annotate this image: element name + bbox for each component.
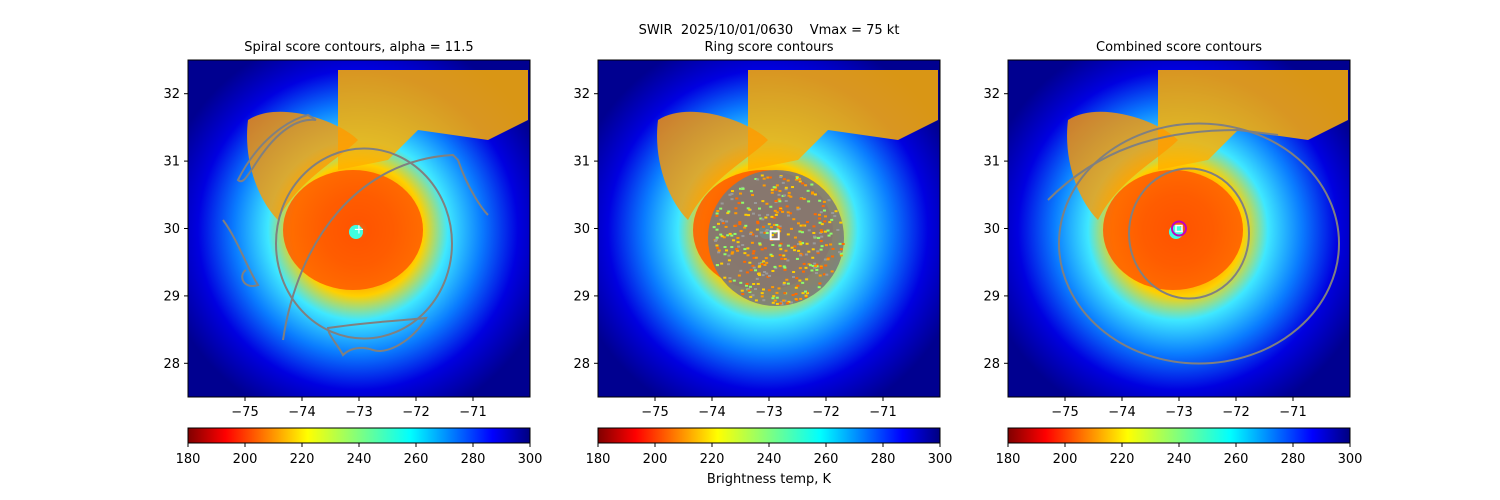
y-tick-label: 30 — [163, 222, 180, 237]
center-marker: + — [354, 223, 365, 238]
y-tick-label: 28 — [983, 357, 1000, 372]
y-tick-label: 29 — [573, 289, 590, 304]
colorbar-tick-label: 200 — [1053, 452, 1078, 467]
colorbar-tick-label: 200 — [643, 452, 668, 467]
colorbar-tick-label: 240 — [757, 452, 782, 467]
y-tick-label: 30 — [983, 222, 1000, 237]
ring-score-speckle — [708, 170, 845, 306]
colorbar-tick-label: 180 — [176, 452, 201, 467]
y-tick-label: 32 — [573, 87, 590, 102]
colorbar-tick-label: 300 — [518, 452, 543, 467]
x-tick-label: −74 — [698, 405, 725, 420]
colorbar-ring: 180 200 220 240 260 280 300 — [598, 428, 940, 443]
colorbar-tick-label: 180 — [996, 452, 1021, 467]
y-tick-label: 31 — [983, 155, 1000, 170]
x-tick-label: −71 — [1279, 405, 1306, 420]
y-tick-label: 31 — [573, 155, 590, 170]
colorbar-svg: 180 200 220 240 260 280 300 — [1008, 428, 1350, 465]
colorbar-tick-label: 260 — [814, 452, 839, 467]
x-tick-label: −75 — [641, 405, 668, 420]
colorbar-tick-label: 240 — [347, 452, 372, 467]
colorbar-svg: 180 200 220 240 260 280 300 — [188, 428, 530, 465]
x-tick-label: −74 — [288, 405, 315, 420]
colorbar-tick-label: 280 — [461, 452, 486, 467]
colorbar-tick-label: 300 — [928, 452, 953, 467]
colorbar-tick-label: 240 — [1167, 452, 1192, 467]
colorbar-svg: 180 200 220 240 260 280 300 — [598, 428, 940, 465]
colorbar-combined: 180 200 220 240 260 280 300 — [1008, 428, 1350, 443]
x-tick-label: −72 — [402, 405, 429, 420]
colorbar-gradient — [1008, 428, 1350, 443]
panel-title-combined: Combined score contours — [1008, 40, 1350, 55]
colorbar-tick-label: 180 — [586, 452, 611, 467]
panel-svg: −75 −74 −73 −72 −71 28 29 30 31 32 — [558, 60, 940, 427]
x-tick-label: −73 — [345, 405, 372, 420]
y-tick-label: 28 — [573, 357, 590, 372]
figure-title: SWIR 2025/10/01/0630 Vmax = 75 kt — [0, 23, 1500, 38]
colorbar-spiral: 180 200 220 240 260 280 300 — [188, 428, 530, 443]
x-tick-label: −71 — [869, 405, 896, 420]
panel-title-ring: Ring score contours — [598, 40, 940, 55]
combined-panel: −75 −74 −73 −72 −71 28 29 30 31 32 — [1008, 60, 1350, 397]
panel-svg: −75 −74 −73 −72 −71 28 29 30 31 32 + — [148, 60, 530, 427]
x-tick-label: −74 — [1108, 405, 1135, 420]
y-tick-label: 28 — [163, 357, 180, 372]
x-tick-label: −73 — [1165, 405, 1192, 420]
colorbar-tick-label: 300 — [1338, 452, 1363, 467]
x-tick-label: −72 — [812, 405, 839, 420]
panel-svg: −75 −74 −73 −72 −71 28 29 30 31 32 — [968, 60, 1350, 427]
y-tick-label: 32 — [163, 87, 180, 102]
colorbar-label: Brightness temp, K — [598, 472, 940, 487]
spiral-panel: −75 −74 −73 −72 −71 28 29 30 31 32 + — [188, 60, 530, 397]
x-tick-label: −75 — [231, 405, 258, 420]
colorbar-tick-label: 280 — [1281, 452, 1306, 467]
y-tick-label: 29 — [163, 289, 180, 304]
panel-title-spiral: Spiral score contours, alpha = 11.5 — [188, 40, 530, 55]
colorbar-tick-label: 280 — [871, 452, 896, 467]
x-tick-label: −73 — [755, 405, 782, 420]
y-tick-label: 30 — [573, 222, 590, 237]
x-tick-label: −75 — [1051, 405, 1078, 420]
y-tick-label: 31 — [163, 155, 180, 170]
x-tick-label: −71 — [459, 405, 486, 420]
y-tick-label: 29 — [983, 289, 1000, 304]
colorbar-gradient — [598, 428, 940, 443]
colorbar-tick-label: 220 — [1110, 452, 1135, 467]
x-tick-label: −72 — [1222, 405, 1249, 420]
colorbar-tick-label: 260 — [1224, 452, 1249, 467]
colorbar-tick-label: 220 — [290, 452, 315, 467]
colorbar-gradient — [188, 428, 530, 443]
ring-panel: −75 −74 −73 −72 −71 28 29 30 31 32 — [598, 60, 940, 397]
colorbar-tick-label: 260 — [404, 452, 429, 467]
y-tick-label: 32 — [983, 87, 1000, 102]
colorbar-tick-label: 200 — [233, 452, 258, 467]
colorbar-tick-label: 220 — [700, 452, 725, 467]
